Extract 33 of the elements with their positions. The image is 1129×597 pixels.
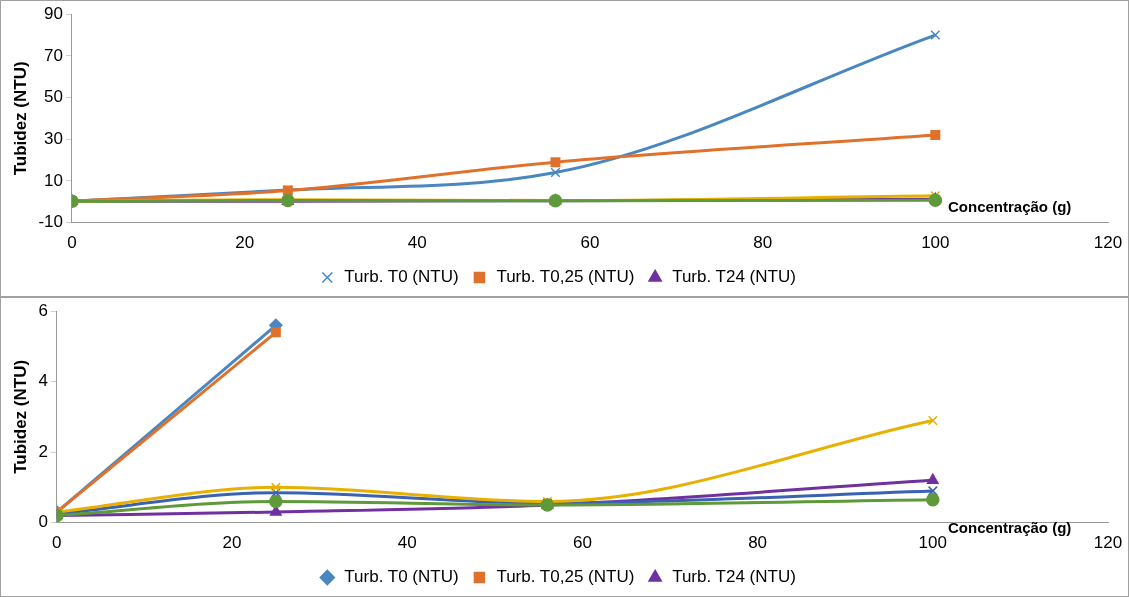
y-tick-label: 90 (44, 3, 63, 23)
x-tick-label: 120 (1093, 233, 1123, 253)
y-axis-title: Tubidez (NTU) (10, 61, 30, 176)
x-tick-label: 60 (572, 533, 592, 553)
x-tick-label: 40 (407, 233, 427, 253)
x-tick-label: 20 (222, 533, 242, 553)
x-tick-label: 0 (67, 233, 77, 253)
y-tick-label: 4 (38, 371, 48, 391)
x-tick-label: 80 (753, 233, 773, 253)
y-tick-label: 10 (44, 170, 63, 190)
y-tick-label: 30 (44, 128, 63, 148)
x-axis-title: Concentração (g) (948, 197, 1072, 215)
legend-label: Turb. T24 (NTU) (672, 267, 796, 287)
x-axis-title: Concentração (g) (948, 518, 1072, 536)
x-tick-label: 20 (235, 233, 255, 253)
y-tick-label: 2 (38, 441, 48, 461)
legend-label: Turb. T0 (NTU) (344, 267, 459, 287)
legend-label: Turb. T24 (NTU) (672, 567, 796, 587)
y-tick-label: 70 (44, 45, 63, 65)
y-tick-label: 50 (44, 87, 63, 107)
legend-label: Turb. T0,25 (NTU) (496, 267, 635, 287)
x-tick-label: 120 (1093, 533, 1123, 553)
y-axis-title: Tubidez (NTU) (10, 359, 30, 474)
x-tick-label: 100 (918, 533, 947, 553)
legend-label: Turb. T0 (NTU) (344, 567, 459, 587)
y-tick-label: 6 (38, 300, 48, 320)
x-tick-label: 60 (580, 233, 600, 253)
legend-label: Turb. T0,25 (NTU) (496, 567, 635, 587)
x-tick-label: 40 (397, 533, 417, 553)
x-tick-label: 100 (921, 233, 950, 253)
y-tick-label: 0 (38, 512, 48, 532)
x-tick-label: 80 (748, 533, 768, 553)
y-tick-label: -10 (38, 212, 63, 232)
